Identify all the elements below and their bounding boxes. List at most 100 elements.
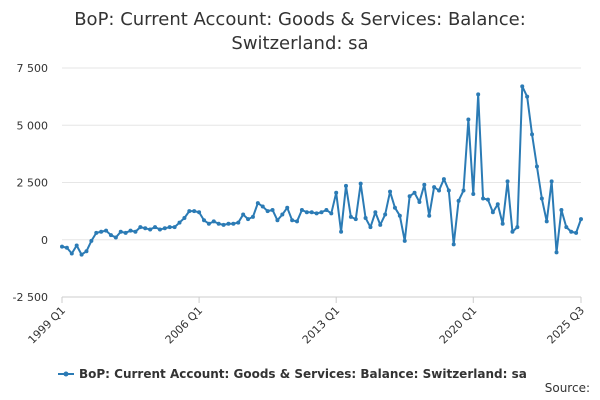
data-point[interactable]: [285, 205, 290, 210]
data-point[interactable]: [466, 117, 471, 122]
data-point[interactable]: [84, 249, 89, 254]
data-point[interactable]: [334, 190, 339, 195]
data-point[interactable]: [167, 225, 172, 230]
data-point[interactable]: [246, 217, 251, 222]
data-point[interactable]: [69, 251, 74, 256]
data-point[interactable]: [143, 226, 148, 231]
data-point[interactable]: [417, 199, 422, 204]
data-point[interactable]: [534, 164, 539, 169]
data-point[interactable]: [353, 217, 358, 222]
data-point[interactable]: [373, 210, 378, 215]
data-point[interactable]: [314, 211, 319, 216]
data-point[interactable]: [339, 229, 344, 234]
data-point[interactable]: [299, 207, 304, 212]
data-point[interactable]: [265, 209, 270, 214]
data-point[interactable]: [485, 197, 490, 202]
data-point[interactable]: [79, 252, 84, 257]
data-point[interactable]: [128, 228, 133, 233]
data-point[interactable]: [157, 227, 162, 232]
data-point[interactable]: [216, 221, 221, 226]
data-point[interactable]: [574, 230, 579, 235]
data-point[interactable]: [138, 225, 143, 230]
data-point[interactable]: [437, 188, 442, 193]
data-point[interactable]: [549, 179, 554, 184]
data-point[interactable]: [182, 215, 187, 220]
data-point[interactable]: [476, 92, 481, 97]
data-point[interactable]: [510, 229, 515, 234]
data-point[interactable]: [319, 210, 324, 215]
data-point[interactable]: [206, 221, 211, 226]
data-point[interactable]: [172, 225, 177, 230]
data-point[interactable]: [441, 177, 446, 182]
data-point[interactable]: [481, 196, 486, 201]
data-point[interactable]: [451, 242, 456, 247]
data-point[interactable]: [89, 238, 94, 243]
data-point[interactable]: [554, 250, 559, 255]
data-point[interactable]: [153, 225, 158, 230]
data-point[interactable]: [358, 181, 363, 186]
data-point[interactable]: [290, 218, 295, 223]
data-point[interactable]: [304, 210, 309, 215]
data-point[interactable]: [221, 222, 226, 227]
data-point[interactable]: [201, 218, 206, 223]
data-point[interactable]: [280, 212, 285, 217]
data-point[interactable]: [275, 218, 280, 223]
data-point[interactable]: [392, 205, 397, 210]
data-point[interactable]: [226, 221, 231, 226]
data-point[interactable]: [329, 211, 334, 216]
data-point[interactable]: [324, 207, 329, 212]
data-point[interactable]: [402, 238, 407, 243]
data-point[interactable]: [446, 188, 451, 193]
data-point[interactable]: [520, 84, 525, 89]
data-point[interactable]: [383, 212, 388, 217]
data-point[interactable]: [378, 222, 383, 227]
data-point[interactable]: [530, 132, 535, 137]
data-point[interactable]: [250, 214, 255, 219]
data-point[interactable]: [539, 196, 544, 201]
data-point[interactable]: [113, 235, 118, 240]
data-point[interactable]: [94, 230, 99, 235]
data-point[interactable]: [422, 182, 427, 187]
data-point[interactable]: [495, 202, 500, 207]
data-point[interactable]: [211, 219, 216, 224]
data-point[interactable]: [500, 221, 505, 226]
data-point[interactable]: [177, 220, 182, 225]
data-point[interactable]: [544, 219, 549, 224]
data-point[interactable]: [192, 209, 197, 214]
data-point[interactable]: [569, 229, 574, 234]
data-point[interactable]: [74, 243, 79, 248]
data-point[interactable]: [407, 194, 412, 199]
data-point[interactable]: [309, 210, 314, 215]
data-point[interactable]: [579, 217, 583, 222]
data-point[interactable]: [118, 229, 123, 234]
legend[interactable]: BoP: Current Account: Goods & Services: …: [58, 367, 527, 381]
data-point[interactable]: [427, 213, 432, 218]
data-point[interactable]: [108, 233, 113, 238]
data-point[interactable]: [99, 229, 104, 234]
data-point[interactable]: [162, 226, 167, 231]
data-point[interactable]: [397, 213, 402, 218]
data-point[interactable]: [260, 204, 265, 209]
data-point[interactable]: [241, 212, 246, 217]
legend-label[interactable]: BoP: Current Account: Goods & Services: …: [79, 367, 527, 381]
data-point[interactable]: [363, 215, 368, 220]
data-point[interactable]: [270, 207, 275, 212]
data-point[interactable]: [104, 228, 109, 233]
data-point[interactable]: [60, 244, 64, 249]
data-point[interactable]: [515, 225, 520, 230]
data-point[interactable]: [343, 183, 348, 188]
data-point[interactable]: [123, 230, 128, 235]
data-point[interactable]: [231, 221, 236, 226]
data-point[interactable]: [490, 210, 495, 215]
data-point[interactable]: [295, 219, 300, 224]
data-point[interactable]: [388, 189, 393, 194]
data-point[interactable]: [564, 225, 569, 230]
data-point[interactable]: [456, 198, 461, 203]
data-point[interactable]: [197, 210, 202, 215]
data-point[interactable]: [133, 229, 138, 234]
data-point[interactable]: [64, 245, 69, 250]
data-point[interactable]: [187, 209, 192, 214]
data-point[interactable]: [255, 201, 260, 206]
data-point[interactable]: [461, 188, 466, 193]
data-point[interactable]: [505, 179, 510, 184]
